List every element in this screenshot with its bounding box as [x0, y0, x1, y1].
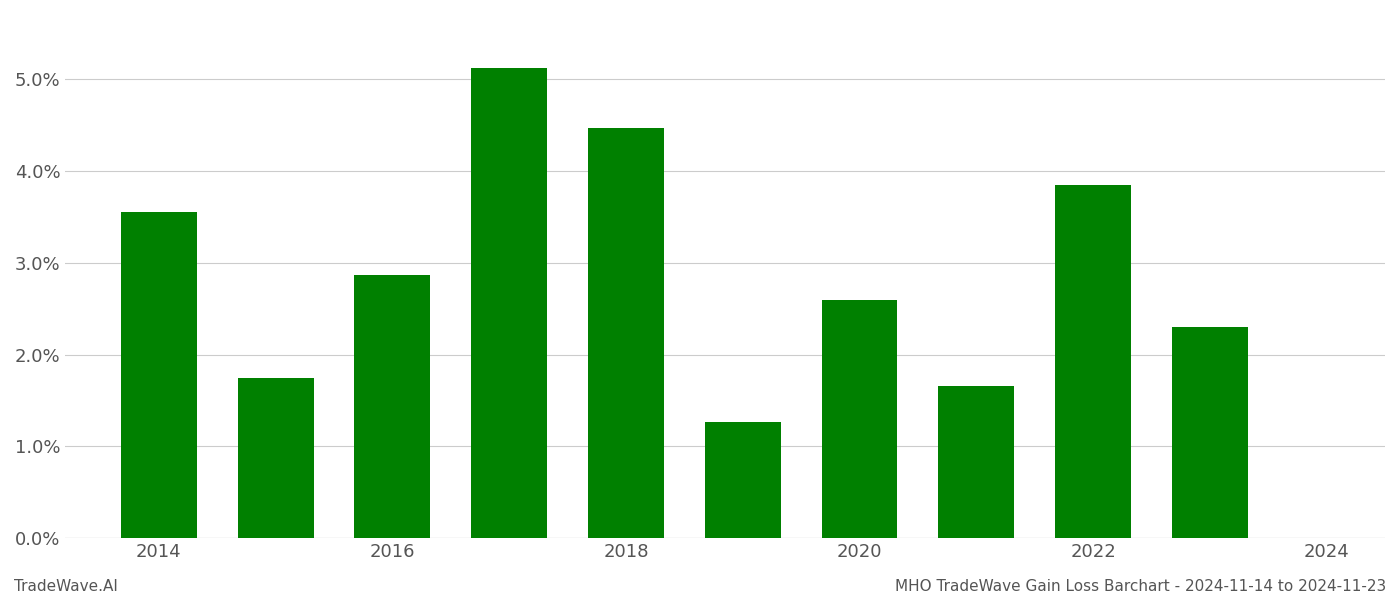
Bar	[822, 301, 897, 538]
Text: TradeWave.AI: TradeWave.AI	[14, 579, 118, 594]
Bar	[704, 422, 781, 538]
Bar	[588, 128, 664, 538]
Bar	[238, 379, 314, 538]
Bar	[354, 275, 430, 538]
Bar	[1056, 185, 1131, 538]
Bar	[1172, 327, 1247, 538]
Bar	[472, 68, 547, 538]
Bar	[120, 212, 197, 538]
Bar	[938, 386, 1014, 538]
Text: MHO TradeWave Gain Loss Barchart - 2024-11-14 to 2024-11-23: MHO TradeWave Gain Loss Barchart - 2024-…	[895, 579, 1386, 594]
